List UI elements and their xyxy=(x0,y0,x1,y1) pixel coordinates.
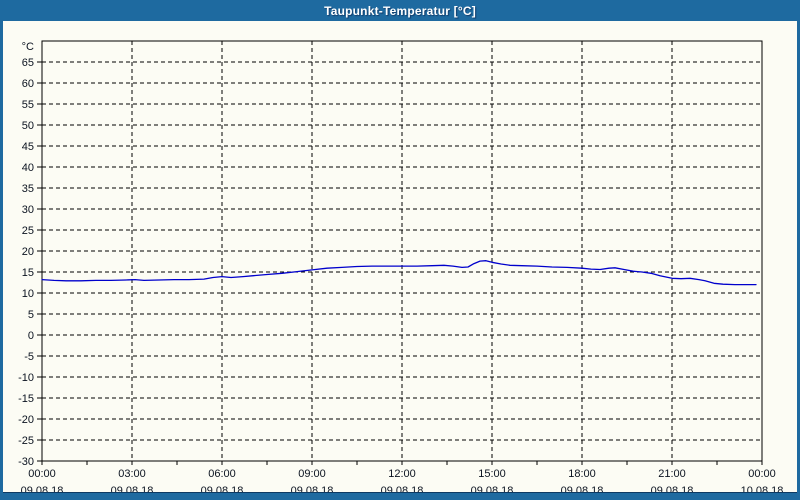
y-tick-label: 5 xyxy=(28,309,34,321)
x-date-label: 09.08.18 xyxy=(111,485,154,492)
x-tick-label: 03:00 xyxy=(118,468,146,480)
y-tick-label: 65 xyxy=(22,57,34,69)
y-tick-label: -25 xyxy=(18,435,34,447)
y-tick-label: 60 xyxy=(22,78,34,90)
x-tick-label: 09:00 xyxy=(298,468,326,480)
chart-canvas: -30 -25 -20 -15 -10 -5 0 5 10 15 20 25 30 35 40 45 50 55 6… xyxy=(18,40,784,492)
x-date-label: 09.08.18 xyxy=(471,485,514,492)
x-date-label: 10.08.18 xyxy=(741,485,784,492)
x-date-label: 09.08.18 xyxy=(381,485,424,492)
dewpoint-temperature-line xyxy=(41,260,757,286)
y-tick-label: -15 xyxy=(18,393,34,405)
x-tick-label: 15:00 xyxy=(478,468,506,480)
chart-panel: -30 -25 -20 -15 -10 -5 0 5 10 15 20 25 30 35 40 45 50 55 6… xyxy=(3,21,797,493)
y-tick-label: 45 xyxy=(22,141,34,153)
y-tick-label: 20 xyxy=(22,246,34,258)
x-date-label: 09.08.18 xyxy=(201,485,244,492)
x-tick-label: 00:00 xyxy=(28,468,56,480)
x-tick-label: 21:00 xyxy=(658,468,686,480)
window-title-bar[interactable]: Taupunkt-Temperatur [°C] xyxy=(0,0,800,21)
y-tick-label: -5 xyxy=(24,351,34,363)
y-tick-label: 0 xyxy=(28,330,34,342)
x-date-label: 09.08.18 xyxy=(21,485,64,492)
y-tick-label: 25 xyxy=(22,225,34,237)
y-tick-label: -10 xyxy=(18,372,34,384)
x-tick-label: 00:00 xyxy=(748,468,776,480)
x-date-label: 09.08.18 xyxy=(291,485,334,492)
x-tick-label: 06:00 xyxy=(208,468,236,480)
y-tick-label: 10 xyxy=(22,288,34,300)
y-axis-unit-label: °C xyxy=(22,41,34,53)
plot-border xyxy=(41,40,763,462)
y-tick-label: 50 xyxy=(22,120,34,132)
x-date-label: 09.08.18 xyxy=(561,485,604,492)
x-date-label: 09.08.18 xyxy=(651,485,694,492)
y-tick-label: 40 xyxy=(22,162,34,174)
window-title: Taupunkt-Temperatur [°C] xyxy=(324,3,476,18)
x-tick-label: 12:00 xyxy=(388,468,416,480)
y-tick-label: -20 xyxy=(18,414,34,426)
y-tick-label: -30 xyxy=(18,456,34,468)
y-tick-label: 15 xyxy=(22,267,34,279)
y-tick-label: 55 xyxy=(22,99,34,111)
x-tick-label: 18:00 xyxy=(568,468,596,480)
y-tick-label: 35 xyxy=(22,183,34,195)
window-bottom-border xyxy=(0,493,800,500)
y-tick-label: 30 xyxy=(22,204,34,216)
